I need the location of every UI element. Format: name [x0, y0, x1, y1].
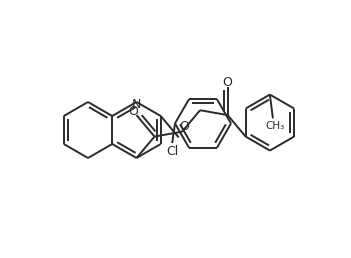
Text: CH₃: CH₃ — [265, 121, 285, 131]
Text: Cl: Cl — [166, 144, 178, 158]
Text: O: O — [128, 104, 138, 118]
Text: N: N — [132, 98, 141, 110]
Text: O: O — [223, 76, 233, 88]
Text: O: O — [179, 120, 189, 133]
